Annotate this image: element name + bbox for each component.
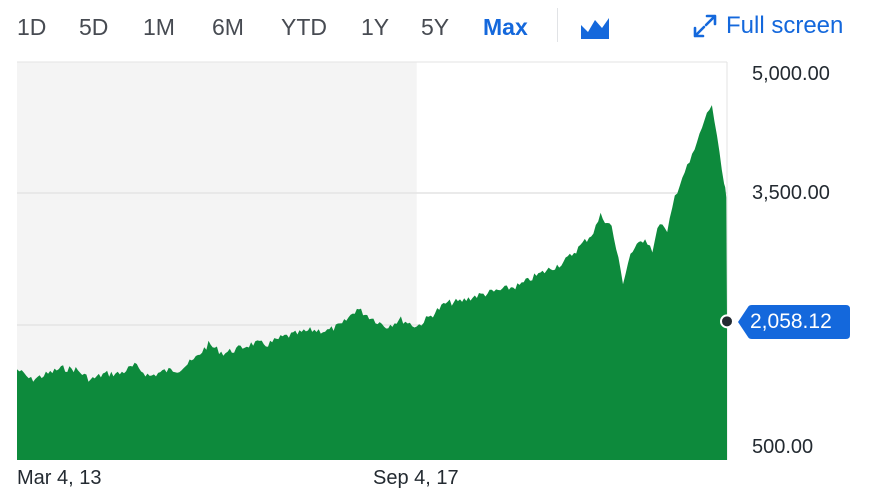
toolbar-divider [557, 8, 558, 42]
x-tick-label: Mar 4, 13 [17, 467, 102, 489]
current-price-label: 2,058.12 [750, 310, 832, 333]
fullscreen-label: Full screen [726, 12, 844, 39]
range-6m-button[interactable]: 6M [212, 14, 244, 40]
range-5d-button[interactable]: 5D [79, 14, 109, 40]
range-1m-button[interactable]: 1M [143, 14, 175, 40]
x-tick-label: Sep 4, 17 [373, 467, 459, 489]
range-5y-button[interactable]: 5Y [421, 14, 450, 40]
mountain-chart-icon[interactable] [580, 13, 610, 41]
range-1d-button[interactable]: 1D [17, 14, 47, 40]
current-price-badge: 2,058.12 [738, 305, 850, 339]
last-price-dot[interactable] [720, 314, 734, 329]
range-max-button[interactable]: Max [483, 14, 528, 40]
range-1y-button[interactable]: 1Y [361, 14, 390, 40]
y-tick-label: 3,500.00 [752, 182, 830, 204]
price-area-series [17, 105, 727, 460]
range-ytd-button[interactable]: YTD [281, 14, 327, 40]
y-tick-label: 500.00 [752, 436, 814, 458]
expand-arrows-icon [692, 13, 718, 39]
fullscreen-button[interactable]: Full screen [692, 10, 843, 42]
range-toolbar: 1D 5D 1M 6M YTD 1Y 5Y Max Full screen [0, 0, 870, 52]
y-tick-label: 5,000.00 [752, 63, 830, 85]
